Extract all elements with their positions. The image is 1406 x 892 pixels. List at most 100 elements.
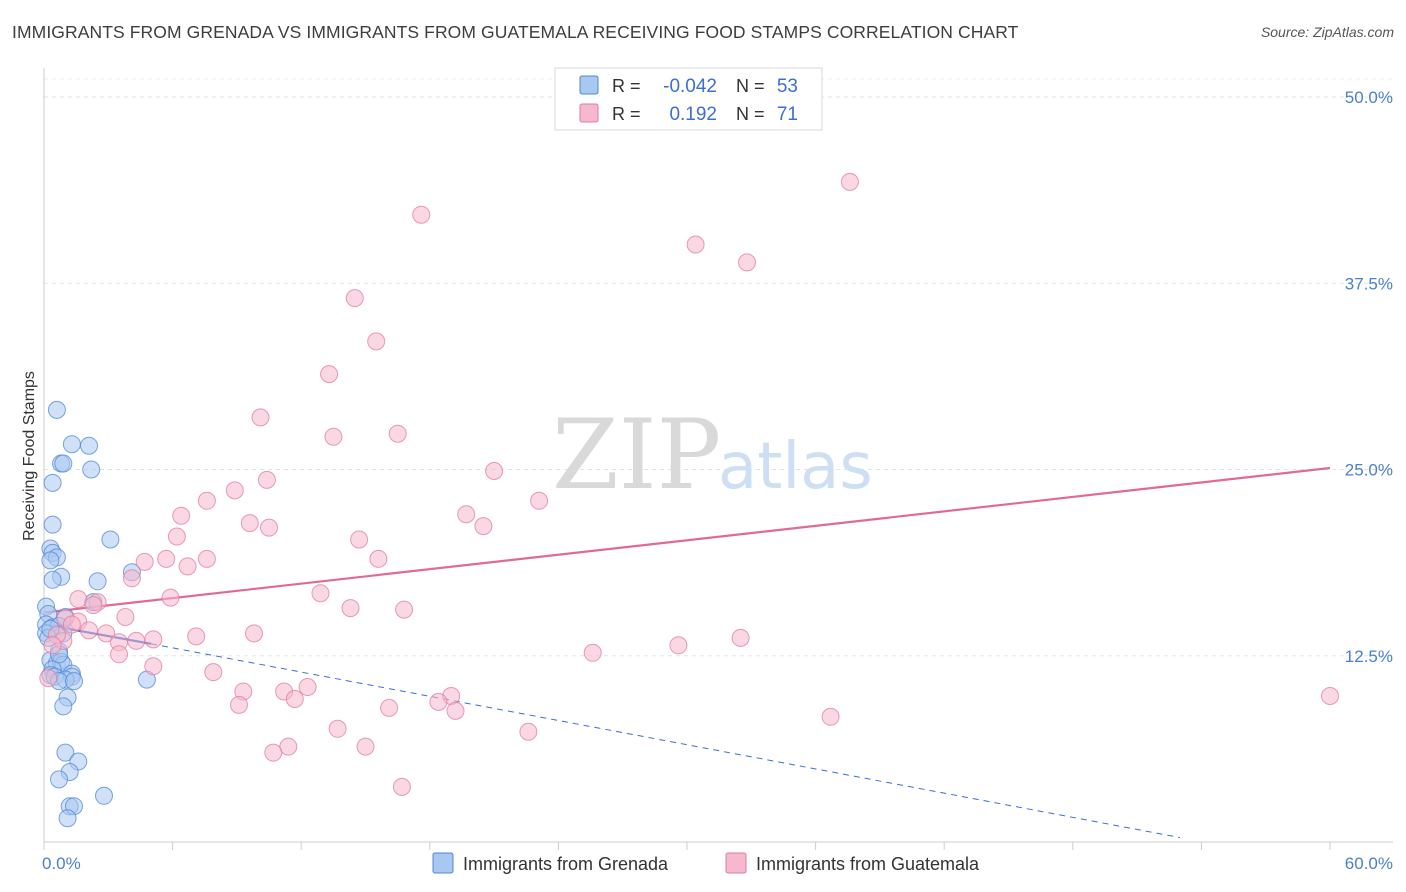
watermark: ZIP atlas <box>552 399 873 511</box>
guatemala-point-70 <box>356 737 375 756</box>
guatemala-point-59 <box>285 690 304 708</box>
y-tick-label-0: 12.5% <box>1345 647 1393 666</box>
series-legend-swatch-guatemala <box>725 852 747 874</box>
guatemala-point-17 <box>240 514 259 533</box>
legend-swatch-grenada <box>579 75 599 95</box>
grenada-point-46 <box>50 770 68 789</box>
grenada-point-8 <box>101 530 120 549</box>
guatemala-point-39 <box>80 621 98 640</box>
guatemala-point-50 <box>43 636 62 655</box>
guatemala-point-64 <box>380 698 399 717</box>
legend-r-label-grenada: R = <box>612 76 641 96</box>
guatemala-point-40 <box>97 624 116 643</box>
legend-n-value-grenada: 53 <box>777 76 798 97</box>
legend-n-label-grenada: N = <box>736 76 765 96</box>
legend-r-value-guatemala: 0.192 <box>669 104 717 125</box>
guatemala-point-5 <box>367 332 386 351</box>
guatemala-point-16 <box>172 506 191 525</box>
guatemala-point-27 <box>122 569 141 588</box>
guatemala-point-11 <box>485 462 504 480</box>
guatemala-point-71 <box>264 743 283 762</box>
guatemala-point-32 <box>84 596 103 615</box>
guatemala-point-13 <box>197 491 216 510</box>
y-tick-label-1: 25.0% <box>1345 461 1393 480</box>
grenada-point-47 <box>95 786 113 805</box>
series-legend-swatch-grenada <box>432 852 454 874</box>
grenada-point-6 <box>43 473 62 492</box>
guatemala-point-67 <box>328 719 347 738</box>
guatemala-point-0 <box>840 172 859 191</box>
guatemala-point-20 <box>350 530 369 549</box>
guatemala-point-1 <box>412 205 431 224</box>
grenada-point-43 <box>56 743 75 762</box>
guatemala-point-8 <box>324 427 343 446</box>
guatemala-point-9 <box>388 424 407 443</box>
grenada-point-42 <box>54 697 73 716</box>
guatemala-point-72 <box>392 777 411 796</box>
guatemala-point-69 <box>279 737 298 756</box>
guatemala-point-3 <box>738 253 756 272</box>
guatemala-point-52 <box>110 645 128 664</box>
guatemala-point-12 <box>225 481 244 500</box>
guatemala-point-22 <box>157 549 176 568</box>
series-legend-label-grenada: Immigrants from Grenada <box>463 854 669 874</box>
guatemala-point-55 <box>39 669 58 688</box>
guatemala-point-19 <box>474 517 493 536</box>
guatemala-point-65 <box>446 701 465 720</box>
grenada-point-1 <box>62 435 81 454</box>
guatemala-trend-line <box>43 466 1331 614</box>
guatemala-point-21 <box>167 527 186 546</box>
y-tick-label-3: 50.0% <box>1345 88 1393 107</box>
grenada-point-7 <box>43 515 62 534</box>
guatemala-point-63 <box>230 695 248 714</box>
guatemala-point-43 <box>144 630 163 649</box>
guatemala-point-62 <box>429 692 448 711</box>
legend-n-value-guatemala: 71 <box>777 104 798 125</box>
guatemala-point-28 <box>311 584 330 603</box>
guatemala-point-38 <box>62 615 81 634</box>
guatemala-point-48 <box>127 631 146 650</box>
guatemala-point-6 <box>320 365 339 384</box>
guatemala-point-10 <box>257 470 276 489</box>
chart-title: IMMIGRANTS FROM GRENADA VS IMMIGRANTS FR… <box>12 22 1019 42</box>
guatemala-point-4 <box>345 289 364 308</box>
guatemala-point-18 <box>260 518 278 537</box>
guatemala-point-58 <box>298 678 317 696</box>
legend-frame <box>554 67 823 131</box>
guatemala-point-68 <box>519 722 538 741</box>
y-tick-labels: 12.5% 25.0% 37.5% 50.0% <box>1345 88 1393 666</box>
y-axis-label: Receiving Food Stamps <box>21 371 38 541</box>
grenada-point-0 <box>47 400 66 419</box>
guatemala-point-29 <box>161 588 180 607</box>
grenada-point-12 <box>41 551 60 570</box>
grenada-point-40 <box>65 672 83 691</box>
grenada-point-15 <box>43 570 62 589</box>
legend-n-label-guatemala: N = <box>736 104 765 124</box>
chart-source: Source: ZipAtlas.com <box>1260 24 1394 40</box>
legend-r-label-guatemala: R = <box>612 104 641 124</box>
x-tick-label-1: 60.0% <box>1345 854 1393 873</box>
grenada-point-5 <box>82 460 101 479</box>
guatemala-point-24 <box>369 549 388 568</box>
series-legend: Immigrants from Grenada Immigrants from … <box>432 852 980 874</box>
guatemala-point-60 <box>1321 687 1339 705</box>
y-tick-label-2: 37.5% <box>1345 274 1393 293</box>
guatemala-point-42 <box>187 627 206 646</box>
guatemala-point-51 <box>583 643 602 662</box>
guatemala-point-25 <box>135 552 154 571</box>
guatemala-point-33 <box>341 599 360 618</box>
data-points <box>37 172 1339 828</box>
guatemala-point-44 <box>731 628 750 647</box>
gridlines <box>44 78 1393 657</box>
guatemala-point-30 <box>69 590 88 609</box>
grenada-point-2 <box>80 436 98 455</box>
guatemala-point-66 <box>821 707 840 726</box>
grenada-point-16 <box>88 572 107 591</box>
guatemala-point-14 <box>530 491 549 510</box>
series-legend-label-guatemala: Immigrants from Guatemala <box>756 854 980 874</box>
guatemala-point-35 <box>116 608 135 626</box>
guatemala-point-23 <box>197 549 216 568</box>
watermark-zip: ZIP <box>552 399 721 511</box>
grenada-point-50 <box>58 809 77 828</box>
